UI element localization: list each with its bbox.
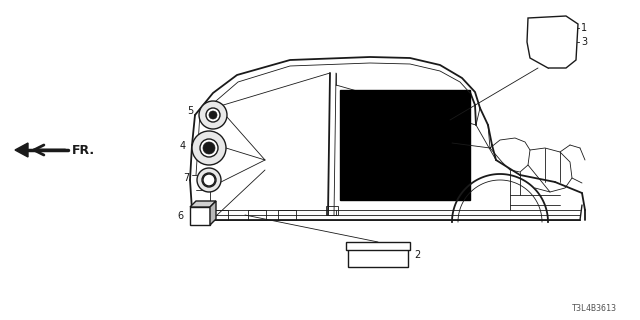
Circle shape	[203, 142, 215, 154]
Bar	[248, 210, 266, 220]
Circle shape	[206, 108, 220, 122]
Circle shape	[192, 131, 226, 165]
Bar	[190, 207, 210, 225]
Text: 6: 6	[178, 211, 184, 221]
Polygon shape	[190, 201, 216, 207]
Polygon shape	[210, 201, 216, 225]
Bar	[326, 206, 338, 215]
Bar	[348, 247, 408, 267]
Text: 1: 1	[581, 23, 587, 33]
Circle shape	[199, 101, 227, 129]
Text: 4: 4	[180, 141, 186, 151]
Bar	[278, 210, 296, 220]
Bar	[210, 210, 228, 220]
Bar	[346, 242, 410, 250]
Circle shape	[197, 168, 221, 192]
Text: 5: 5	[187, 106, 193, 116]
Text: 3: 3	[581, 37, 587, 47]
Polygon shape	[527, 16, 578, 68]
Circle shape	[203, 174, 215, 186]
Polygon shape	[15, 143, 28, 157]
Text: 2: 2	[414, 250, 420, 260]
Text: 7: 7	[183, 173, 189, 183]
Polygon shape	[340, 90, 470, 200]
Text: FR.: FR.	[72, 143, 95, 156]
Circle shape	[200, 139, 218, 157]
Text: T3L4B3613: T3L4B3613	[572, 304, 617, 313]
Circle shape	[209, 111, 217, 119]
